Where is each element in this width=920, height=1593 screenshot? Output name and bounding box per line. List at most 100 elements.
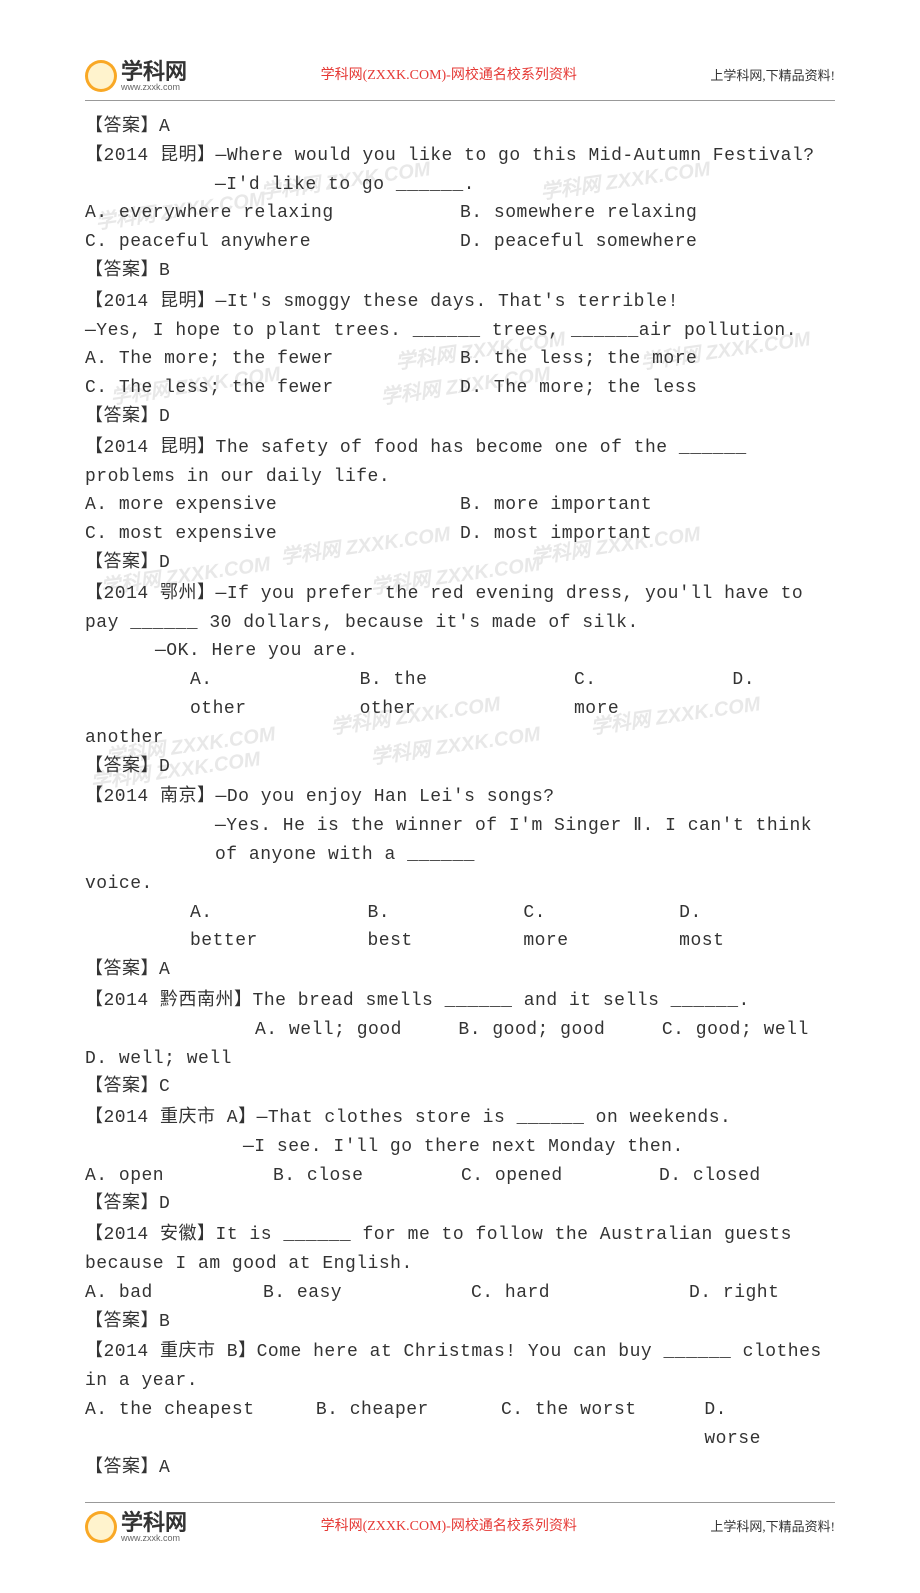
footer-slogan: 上学科网,下精品资料! xyxy=(710,1517,835,1538)
option-d: D. peaceful somewhere xyxy=(460,228,835,257)
options-line: A. well; good B. good; good C. good; wel… xyxy=(85,1016,835,1045)
question-prompt-line2: —I'd like to go ______. xyxy=(85,171,835,200)
question-source: 【2014 南京】 xyxy=(85,787,216,807)
options-row: A. better B. best C. more D. most xyxy=(85,899,835,957)
footer-series-text: 学科网(ZXXK.COM)-网校通名校系列资料 xyxy=(321,1516,577,1538)
option-b: B. the other xyxy=(360,666,494,724)
option-b: B. close xyxy=(273,1162,413,1191)
answer-label: 【答案】A xyxy=(85,113,835,142)
question-block: 【2014 重庆市 A】—That clothes store is _____… xyxy=(85,1104,835,1219)
options-row: C. most expensive D. most important xyxy=(85,520,835,549)
option-b: B. best xyxy=(367,899,443,957)
option-c: C. hard xyxy=(471,1279,641,1308)
answer-label: 【答案】A xyxy=(85,1454,835,1483)
question-source: 【2014 重庆市 A】 xyxy=(85,1108,257,1128)
option-a: A. other xyxy=(190,666,280,724)
question-source: 【2014 鄂州】 xyxy=(85,584,216,604)
option-a: A. open xyxy=(85,1162,225,1191)
option-c: C. opened xyxy=(461,1162,611,1191)
question-block: 【2014 昆明】—It's smoggy these days. That's… xyxy=(85,288,835,432)
question-block: 【2014 南京】—Do you enjoy Han Lei's songs? … xyxy=(85,783,835,985)
header-series-text: 学科网(ZXXK.COM)-网校通名校系列资料 xyxy=(321,65,577,87)
question-prompt: —It's smoggy these days. That's terrible… xyxy=(216,292,679,312)
page-footer: 学科网 www.zxxk.com 学科网(ZXXK.COM)-网校通名校系列资料… xyxy=(85,1502,835,1543)
question-prompt: —That clothes store is ______ on weekend… xyxy=(257,1108,732,1128)
answer-label: 【答案】C xyxy=(85,1073,835,1102)
question-prompt-line2: —I see. I'll go there next Monday then. xyxy=(85,1133,835,1162)
question-source: 【2014 安徽】 xyxy=(85,1225,216,1245)
question-block: 【2014 安徽】It is ______ for me to follow t… xyxy=(85,1221,835,1336)
document-body: 【答案】A 【2014 昆明】—Where would you like to … xyxy=(85,113,835,1482)
option-a: A. The more; the fewer xyxy=(85,345,460,374)
answer-label: 【答案】D xyxy=(85,549,835,578)
option-a: A. the cheapest xyxy=(85,1396,268,1454)
option-d: D. right xyxy=(689,1279,779,1308)
option-d: D. The more; the less xyxy=(460,374,835,403)
options-row: A. everywhere relaxing B. somewhere rela… xyxy=(85,199,835,228)
question-source: 【2014 昆明】 xyxy=(85,146,216,166)
option-d: D. most important xyxy=(460,520,835,549)
logo-icon xyxy=(85,60,117,92)
option-a: A. more expensive xyxy=(85,491,460,520)
option-b: B. more important xyxy=(460,491,835,520)
question-source: 【2014 黔西南州】 xyxy=(85,991,253,1011)
question-source: 【2014 昆明】 xyxy=(85,292,216,312)
question-block: 【2014 黔西南州】The bread smells ______ and i… xyxy=(85,987,835,1102)
option-wrap: another xyxy=(85,724,835,753)
answer-label: 【答案】D xyxy=(85,1190,835,1219)
answer-label: 【答案】A xyxy=(85,956,835,985)
option-wrap: D. well; well xyxy=(85,1045,835,1074)
question-prompt-line3: voice. xyxy=(85,870,835,899)
option-a: A. bad xyxy=(85,1279,215,1308)
answer-label: 【答案】B xyxy=(85,1308,835,1337)
options-row: A. more expensive B. more important xyxy=(85,491,835,520)
logo-sub-text: www.zxxk.com xyxy=(121,83,187,92)
site-logo: 学科网 www.zxxk.com xyxy=(85,1511,187,1543)
answer-label: 【答案】D xyxy=(85,753,835,782)
option-a: A. better xyxy=(190,899,287,957)
question-source: 【2014 昆明】 xyxy=(85,438,216,458)
option-b: B. easy xyxy=(263,1279,423,1308)
option-b: B. somewhere relaxing xyxy=(460,199,835,228)
option-c: C. most expensive xyxy=(85,520,460,549)
options-row: A. bad B. easy C. hard D. right xyxy=(85,1279,835,1308)
question-prompt: The bread smells ______ and it sells ___… xyxy=(253,991,750,1011)
question-prompt-line2: —Yes, I hope to plant trees. ______ tree… xyxy=(85,317,835,346)
options-row: A. The more; the fewer B. the less; the … xyxy=(85,345,835,374)
options-row: A. open B. close C. opened D. closed xyxy=(85,1162,835,1191)
options-row: C. peaceful anywhere D. peaceful somewhe… xyxy=(85,228,835,257)
question-block: 【2014 重庆市 B】Come here at Christmas! You … xyxy=(85,1338,835,1482)
question-source: 【2014 重庆市 B】 xyxy=(85,1342,257,1362)
option-d: D. most xyxy=(679,899,755,957)
question-prompt-line2: —OK. Here you are. xyxy=(85,637,835,666)
question-block: 【2014 昆明】—Where would you like to go thi… xyxy=(85,142,835,286)
options-row: C. The less; the fewer D. The more; the … xyxy=(85,374,835,403)
option-a: A. everywhere relaxing xyxy=(85,199,460,228)
logo-sub-text: www.zxxk.com xyxy=(121,1534,187,1543)
question-prompt-line2: —Yes. He is the winner of I'm Singer Ⅱ. … xyxy=(85,812,835,870)
option-d: D. closed xyxy=(659,1162,761,1191)
option-c: C. the worst xyxy=(501,1396,656,1454)
option-d: D. xyxy=(732,666,755,724)
option-c: C. more xyxy=(574,666,652,724)
options-row: A. the cheapest B. cheaper C. the worst … xyxy=(85,1396,835,1454)
page-header: 学科网 www.zxxk.com 学科网(ZXXK.COM)-网校通名校系列资料… xyxy=(85,60,835,101)
option-c: C. The less; the fewer xyxy=(85,374,460,403)
answer-label: 【答案】B xyxy=(85,257,835,286)
logo-main-text: 学科网 xyxy=(121,61,187,83)
option-c: C. more xyxy=(523,899,599,957)
question-prompt: —Do you enjoy Han Lei's songs? xyxy=(216,787,555,807)
question-block: 【2014 昆明】The safety of food has become o… xyxy=(85,434,835,578)
option-b: B. the less; the more xyxy=(460,345,835,374)
option-d: D. worse xyxy=(704,1396,787,1454)
site-logo: 学科网 www.zxxk.com xyxy=(85,60,187,92)
logo-main-text: 学科网 xyxy=(121,1512,187,1534)
options-row: A. other B. the other C. more D. xyxy=(85,666,835,724)
answer-label: 【答案】D xyxy=(85,403,835,432)
question-prompt: —Where would you like to go this Mid-Aut… xyxy=(216,146,815,166)
option-b: B. cheaper xyxy=(316,1396,453,1454)
logo-icon xyxy=(85,1511,117,1543)
option-c: C. peaceful anywhere xyxy=(85,228,460,257)
question-block: 【2014 鄂州】—If you prefer the red evening … xyxy=(85,580,835,782)
header-slogan: 上学科网,下精品资料! xyxy=(710,66,835,87)
